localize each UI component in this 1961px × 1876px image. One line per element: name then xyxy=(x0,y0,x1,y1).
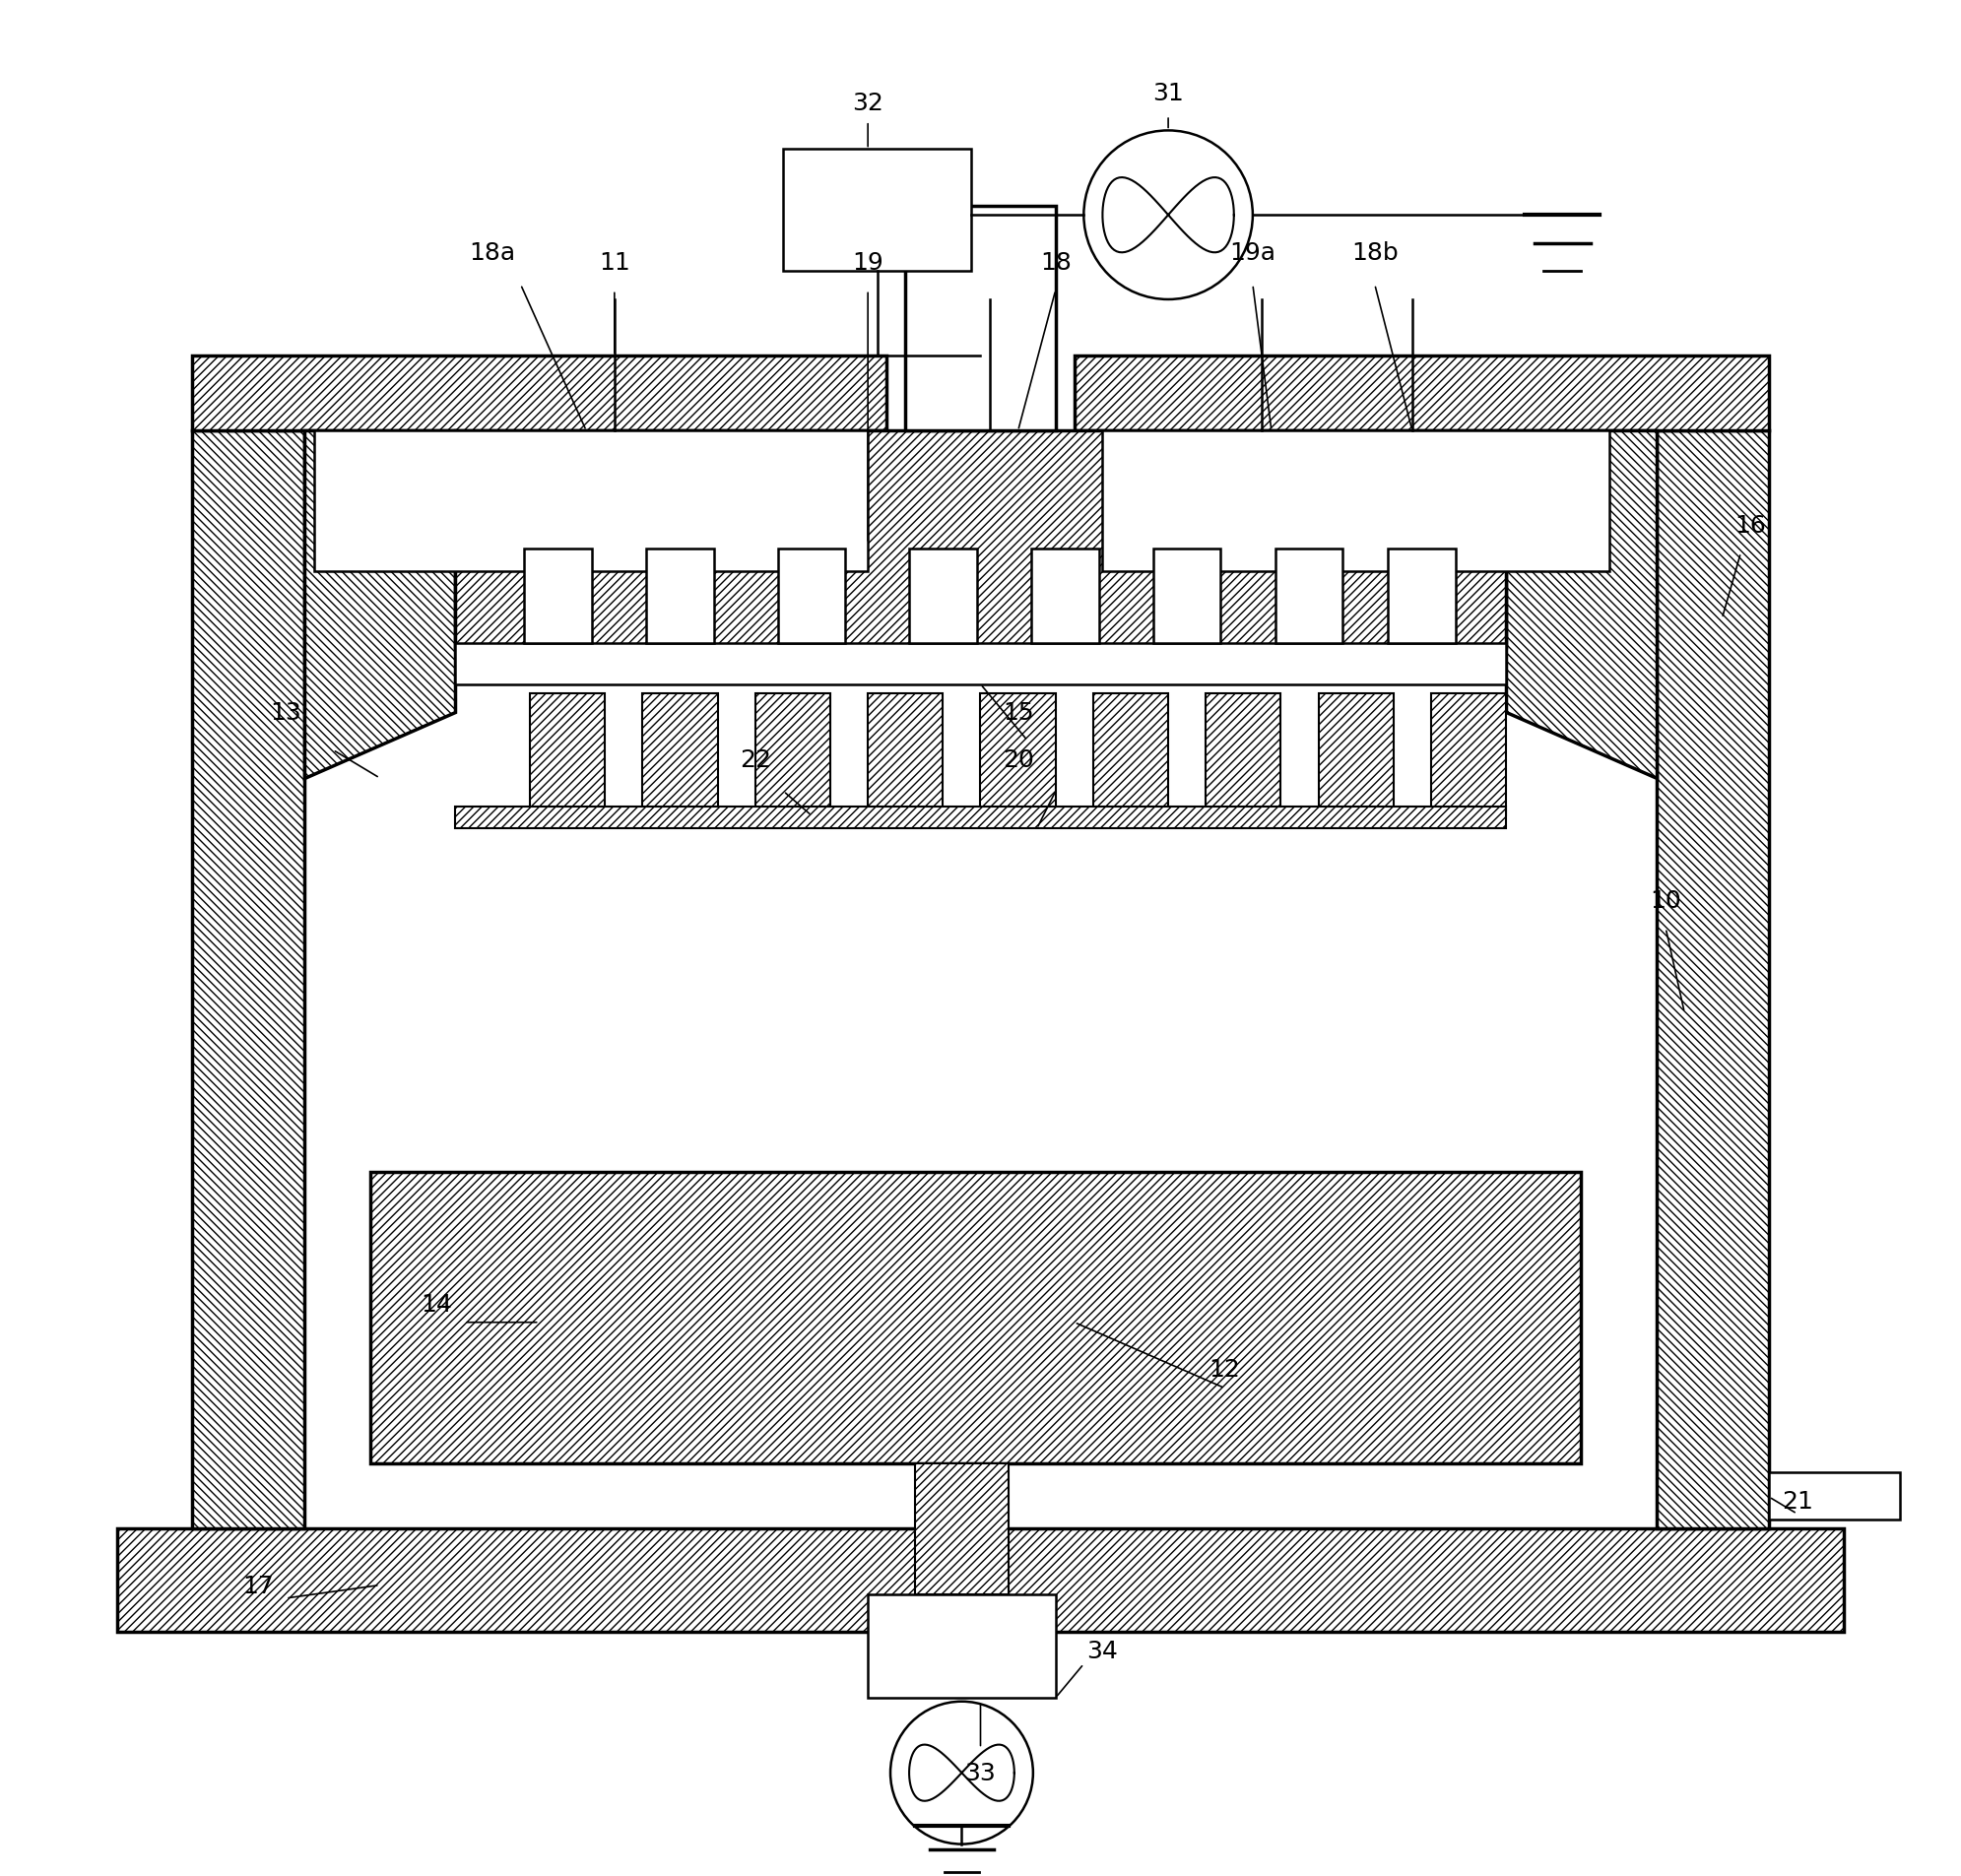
Text: 15: 15 xyxy=(1002,702,1033,724)
Text: 33: 33 xyxy=(965,1762,996,1784)
Bar xyxy=(906,206,1055,431)
Bar xyxy=(524,550,592,643)
Bar xyxy=(643,694,718,816)
Text: 19: 19 xyxy=(853,251,884,274)
Bar xyxy=(869,1595,1055,1698)
Text: 18a: 18a xyxy=(469,242,516,265)
Text: 13: 13 xyxy=(271,702,302,724)
Bar xyxy=(1388,550,1455,643)
Bar xyxy=(1275,550,1343,643)
Text: 11: 11 xyxy=(598,251,629,274)
Bar xyxy=(455,431,1506,647)
Bar xyxy=(647,550,714,643)
Text: 32: 32 xyxy=(853,92,884,114)
Bar xyxy=(1657,431,1769,1529)
Bar xyxy=(314,431,869,572)
Text: 17: 17 xyxy=(241,1574,273,1596)
Bar xyxy=(914,1463,1008,1595)
Bar xyxy=(869,694,943,816)
Bar xyxy=(371,1172,1581,1463)
Bar xyxy=(118,1529,1843,1632)
Bar xyxy=(755,694,830,816)
Bar xyxy=(1075,356,1769,431)
Bar xyxy=(980,694,1055,816)
Polygon shape xyxy=(304,431,455,779)
Text: 10: 10 xyxy=(1649,889,1681,912)
Bar xyxy=(779,550,845,643)
Text: 18b: 18b xyxy=(1351,242,1398,265)
Bar xyxy=(1432,694,1506,816)
Text: 22: 22 xyxy=(739,749,771,771)
Bar xyxy=(1031,550,1098,643)
Bar xyxy=(1092,694,1169,816)
Polygon shape xyxy=(1506,431,1657,779)
Text: 12: 12 xyxy=(1208,1358,1239,1381)
Bar xyxy=(782,150,971,272)
Text: 31: 31 xyxy=(1153,83,1184,105)
Text: 34: 34 xyxy=(1086,1640,1118,1662)
Bar xyxy=(1769,1473,1900,1520)
Bar xyxy=(1102,431,1610,572)
Bar xyxy=(1206,694,1281,816)
Bar xyxy=(529,694,606,816)
Bar xyxy=(1153,550,1222,643)
Text: 19a: 19a xyxy=(1230,242,1277,265)
Text: 21: 21 xyxy=(1781,1490,1812,1512)
Text: 16: 16 xyxy=(1734,514,1767,537)
Bar xyxy=(455,807,1506,829)
Bar xyxy=(192,356,886,431)
Bar xyxy=(455,643,1506,685)
Bar xyxy=(192,431,304,1529)
Text: 20: 20 xyxy=(1002,749,1033,771)
Bar xyxy=(1318,694,1394,816)
Bar xyxy=(910,550,977,643)
Text: 14: 14 xyxy=(420,1293,451,1315)
Text: 18: 18 xyxy=(1039,251,1071,274)
